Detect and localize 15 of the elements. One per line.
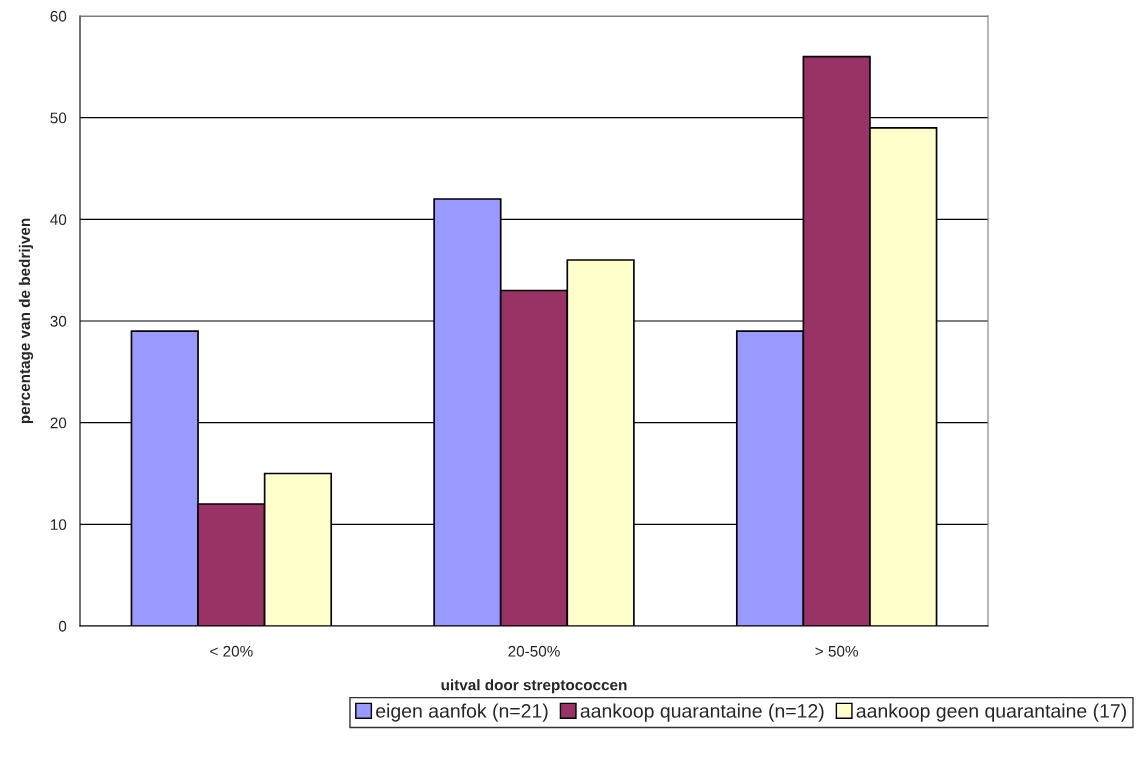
y-tick-label: 60: [50, 10, 67, 22]
x-axis-title: uitval door streptococcen: [441, 679, 627, 694]
x-tick-label: > 50%: [815, 645, 858, 657]
y-tick-label: 10: [50, 519, 67, 531]
legend-label: aankoop geen quarantaine (17): [856, 703, 1126, 722]
legend-label: aankoop quarantaine (n=12): [580, 703, 824, 722]
y-tick-label: 40: [50, 214, 67, 226]
x-tick-label: 20-50%: [508, 645, 560, 657]
y-tick-label: 20: [50, 417, 67, 429]
legend-label: eigen aanfok (n=21): [376, 703, 548, 722]
y-tick-label: 50: [50, 112, 67, 124]
y-tick-label: 30: [50, 315, 67, 327]
y-tick-label: 0: [58, 620, 67, 632]
y-axis-title: percentage van de bedrijven: [18, 218, 34, 424]
x-tick-label: < 20%: [210, 645, 253, 657]
